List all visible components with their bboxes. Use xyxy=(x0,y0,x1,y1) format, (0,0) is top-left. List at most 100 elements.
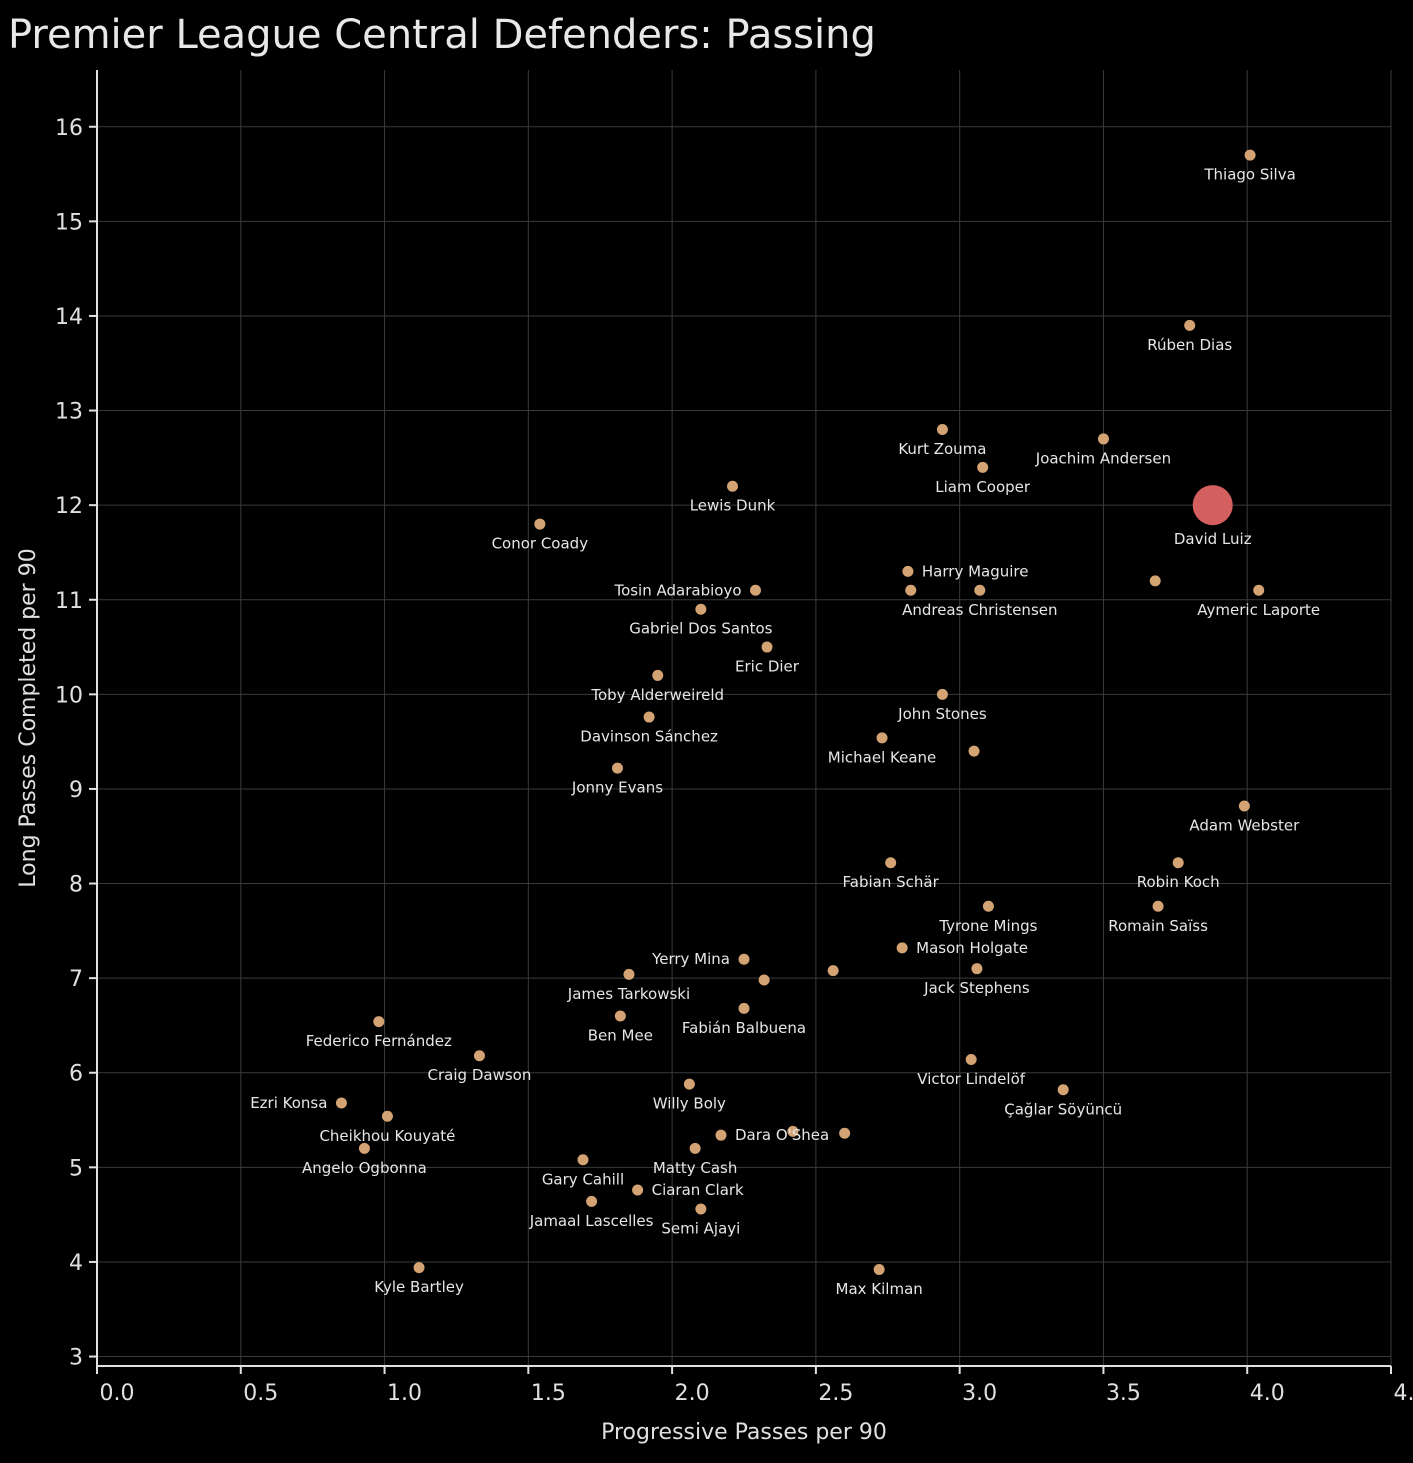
data-point xyxy=(726,480,738,492)
data-label: Michael Keane xyxy=(828,748,936,766)
x-tick-label: 2.5 xyxy=(818,1381,853,1406)
y-axis-label: Long Passes Completed per 90 xyxy=(16,548,41,887)
y-tick-label: 13 xyxy=(55,400,83,425)
y-tick-label: 6 xyxy=(69,1062,83,1087)
data-label: Matty Cash xyxy=(653,1159,738,1177)
data-label: Tosin Adarabioyo xyxy=(613,581,741,599)
y-tick-label: 8 xyxy=(69,873,83,898)
x-tick-label: 2.0 xyxy=(675,1381,710,1406)
data-point xyxy=(758,974,770,986)
data-point xyxy=(652,669,664,681)
data-label: Gabriel Dos Santos xyxy=(629,620,772,638)
data-label: Ben Mee xyxy=(588,1026,653,1044)
data-label: Gary Cahill xyxy=(542,1170,624,1188)
data-point xyxy=(689,1142,701,1154)
data-label: Kurt Zouma xyxy=(898,440,986,458)
data-point xyxy=(577,1154,589,1166)
data-point xyxy=(611,762,623,774)
data-point xyxy=(358,1142,370,1154)
data-point xyxy=(715,1129,727,1141)
data-label: Angelo Ogbonna xyxy=(302,1159,427,1177)
data-label: John Stones xyxy=(897,705,987,723)
data-label: Çağlar Söyüncü xyxy=(1004,1100,1122,1118)
data-label: Conor Coady xyxy=(492,535,589,553)
grid-lines xyxy=(96,70,1392,1366)
data-point xyxy=(873,1264,885,1276)
data-label: David Luiz xyxy=(1174,530,1252,548)
data-point xyxy=(586,1195,598,1207)
data-point xyxy=(1184,319,1196,331)
data-label: Federico Fernández xyxy=(306,1032,452,1050)
y-tick-label: 9 xyxy=(69,778,83,803)
data-point xyxy=(876,732,888,744)
data-label: Jonny Evans xyxy=(571,779,663,797)
data-point xyxy=(750,584,762,596)
data-label: Ciaran Clark xyxy=(652,1181,744,1199)
data-label: Harry Maguire xyxy=(922,562,1029,580)
data-point xyxy=(1097,433,1109,445)
data-label: Romain Saïss xyxy=(1108,917,1208,935)
y-tick-label: 12 xyxy=(55,494,83,519)
axes: 0.0 0.5 1.0 1.5 2.0 2.5 3.0 3.5 4.0 4.5 3 4 5 6 7 8 9 10 1… xyxy=(55,70,1413,1406)
data-point xyxy=(534,518,546,530)
data-point xyxy=(761,641,773,653)
x-tick-label: 1.0 xyxy=(387,1381,422,1406)
data-point xyxy=(974,584,986,596)
data-label: Mason Holgate xyxy=(916,939,1028,957)
data-label: Victor Lindelöf xyxy=(917,1070,1025,1088)
data-label: Fabian Schär xyxy=(843,873,940,891)
data-point xyxy=(623,968,635,980)
data-label: Semi Ajayi xyxy=(661,1219,740,1237)
data-point xyxy=(971,963,983,975)
data-point xyxy=(839,1127,851,1139)
data-label: Andreas Christensen xyxy=(902,601,1057,619)
data-point xyxy=(936,688,948,700)
y-tick-label: 3 xyxy=(69,1346,83,1371)
y-tick-label: 7 xyxy=(69,967,83,992)
data-label: Eric Dier xyxy=(735,658,800,676)
data-point xyxy=(965,1054,977,1066)
data-label: Jack Stephens xyxy=(923,979,1030,997)
x-axis-label: Progressive Passes per 90 xyxy=(601,1420,887,1445)
data-point xyxy=(614,1010,626,1022)
y-tick-label: 10 xyxy=(55,683,83,708)
data-label: Craig Dawson xyxy=(428,1066,532,1084)
chart-title: Premier League Central Defenders: Passin… xyxy=(8,12,876,58)
data-point xyxy=(683,1078,695,1090)
data-point xyxy=(695,1203,707,1215)
data-point xyxy=(1152,900,1164,912)
data-label: Jamaal Lascelles xyxy=(529,1212,654,1230)
data-point xyxy=(905,584,917,596)
data-label: Yerry Mina xyxy=(651,950,730,968)
data-point xyxy=(885,857,897,869)
y-tick-label: 5 xyxy=(69,1156,83,1181)
data-label: Liam Cooper xyxy=(935,478,1031,496)
data-label: Cheikhou Kouyaté xyxy=(319,1127,455,1145)
data-label: Thiago Silva xyxy=(1203,166,1295,184)
data-point xyxy=(1244,149,1256,161)
data-label: Rúben Dias xyxy=(1147,336,1232,354)
y-tick-label: 11 xyxy=(55,589,83,614)
data-label: Toby Alderweireld xyxy=(590,686,724,704)
data-point xyxy=(1238,800,1250,812)
data-labels: Thiago Silva Rúben Dias Kurt Zouma Joachim … xyxy=(250,166,1320,1298)
y-tick-label: 16 xyxy=(55,116,83,141)
data-label: Davinson Sánchez xyxy=(580,728,718,746)
data-point xyxy=(936,423,948,435)
data-label: Kyle Bartley xyxy=(374,1278,464,1296)
data-point xyxy=(413,1262,425,1274)
data-points xyxy=(335,149,1265,1276)
data-point xyxy=(787,1125,799,1137)
data-label: Lewis Dunk xyxy=(690,497,776,515)
data-label: Joachim Andersen xyxy=(1035,449,1171,467)
x-tick-label: 3.5 xyxy=(1106,1381,1141,1406)
y-tick-label: 4 xyxy=(69,1251,83,1276)
data-label: Ezri Konsa xyxy=(250,1094,327,1112)
data-label: Tyrone Mings xyxy=(938,917,1037,935)
data-point xyxy=(982,900,994,912)
data-point xyxy=(1149,575,1161,587)
x-tick-label: 0.5 xyxy=(243,1381,278,1406)
data-point xyxy=(902,565,914,577)
data-point xyxy=(896,942,908,954)
